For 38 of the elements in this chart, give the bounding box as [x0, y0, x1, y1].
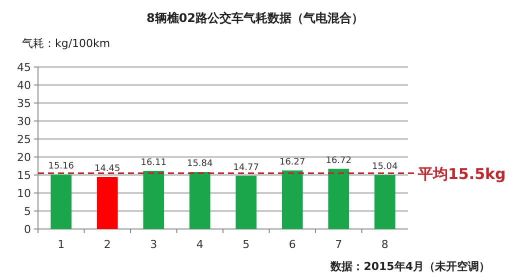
x-tick-label: 4	[196, 238, 204, 251]
data-label: 15.84	[186, 158, 214, 169]
y-tick-label: 25	[17, 133, 31, 146]
bar	[96, 176, 118, 229]
text: 数据：2015年4月（未开空调）	[330, 260, 490, 273]
y-tick-label: 15	[17, 169, 31, 182]
y-tick-label: 40	[17, 79, 31, 92]
y-tick-label: 45	[17, 61, 31, 74]
data-label: 16.27	[279, 157, 306, 168]
data-label: 14.77	[233, 162, 260, 173]
bar	[143, 171, 164, 229]
y-tick-label: 20	[17, 151, 31, 164]
bar	[236, 176, 257, 229]
x-tick-label: 6	[288, 238, 296, 251]
bar	[374, 174, 396, 229]
data-label: 14.45	[94, 164, 120, 174]
data-label: 15.16	[48, 161, 74, 172]
chart-title: 8辆樵02路公交车气耗数据（气电混合）	[146, 11, 364, 25]
x-tick-label: 5	[242, 238, 250, 251]
data-label: 16.11	[140, 158, 167, 168]
bar	[282, 170, 303, 229]
ref-line-label: 平均15.5kg	[417, 165, 506, 184]
y-tick-label: 30	[17, 115, 31, 128]
bar	[50, 174, 72, 229]
x-tick-label: 3	[150, 238, 158, 251]
data-label: 15.04	[372, 162, 398, 172]
x-tick-label: 7	[335, 238, 342, 251]
y-tick-label: 0	[24, 223, 31, 236]
y-tick-label: 5	[24, 205, 31, 218]
data-label: 16.72	[326, 156, 352, 166]
x-tick-label: 8	[381, 238, 388, 251]
y-axis-title: 气耗：kg/100km	[22, 37, 110, 50]
bar	[189, 172, 210, 229]
y-tick-label: 35	[17, 97, 31, 110]
x-tick-label: 2	[104, 238, 111, 251]
bar	[328, 168, 350, 229]
y-tick-label: 10	[17, 187, 31, 200]
x-tick-label: 1	[58, 238, 65, 251]
